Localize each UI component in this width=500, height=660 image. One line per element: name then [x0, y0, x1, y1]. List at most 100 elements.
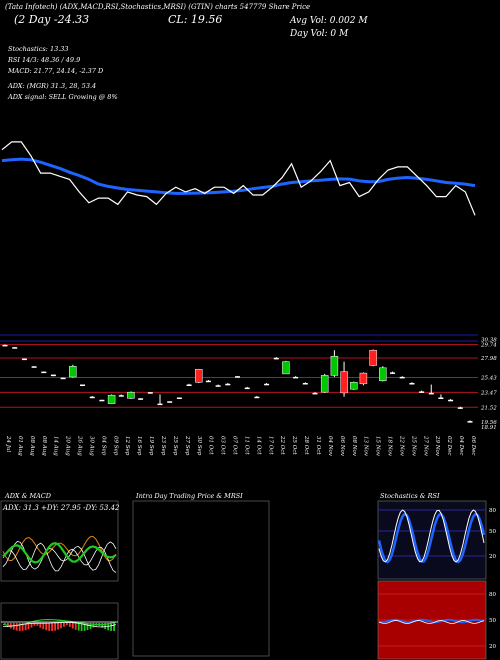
macd-histogram-bar — [77, 623, 80, 631]
candle-body — [244, 387, 250, 390]
plus-di-line — [2, 540, 117, 571]
candle-body — [176, 397, 182, 399]
x-tick-label: 30 Sep — [196, 436, 202, 456]
macd-signal-line — [3, 621, 117, 628]
x-tick-label: 26 Aug — [77, 435, 83, 456]
candle-body — [195, 369, 203, 383]
price-ma-chart — [1, 141, 476, 216]
moving-average-line — [1, 157, 476, 195]
candle-body — [254, 396, 260, 399]
macd-histogram-bar — [71, 623, 74, 629]
macd-histogram-bar — [39, 623, 42, 628]
candle-body — [359, 372, 368, 385]
macd-histogram-bar — [18, 623, 21, 631]
macd-histogram-bar — [36, 623, 39, 626]
candle-body — [205, 380, 211, 383]
candle-body — [235, 376, 240, 378]
x-tick-label: 02 Dec — [446, 436, 452, 456]
candle-body — [99, 399, 105, 402]
x-tick-label: 20 Aug — [65, 435, 71, 456]
x-tick-label: 23 Sep — [160, 435, 166, 456]
x-tick-label: 17 Oct — [267, 436, 273, 455]
stoch-axis-label: 80 — [489, 508, 496, 514]
candle-body — [50, 374, 56, 377]
y-tick-label: 30.38 — [481, 338, 497, 344]
candle-body — [138, 398, 144, 400]
x-tick-label: 15 Nov — [375, 436, 381, 457]
macd-histogram-bar — [92, 623, 95, 628]
rsi-axis-label: 80 — [489, 592, 496, 598]
y-tick-label: 27.98 — [480, 356, 497, 362]
y-tick-label: 23.47 — [480, 390, 497, 396]
macd-histogram-bar — [12, 623, 15, 630]
macd-histogram-bar — [54, 623, 56, 631]
candle-body — [428, 392, 434, 395]
y-tick-label: 19.56 — [481, 420, 497, 426]
x-tick-label: 22 Oct — [279, 435, 285, 455]
macd-histogram-bar — [33, 623, 36, 626]
x-tick-label: 31 Oct — [315, 436, 321, 455]
candle-body — [399, 376, 405, 379]
y-tick-label: 21.52 — [480, 405, 497, 411]
macd-histogram-bar — [24, 623, 27, 631]
macd-histogram-bar — [63, 623, 65, 627]
candle-body — [448, 399, 454, 402]
candle-body — [302, 383, 308, 385]
x-tick-label: 27 Sep — [184, 435, 190, 456]
rsi-value: RSI 14/3: 48.36 / 49.9 — [8, 56, 81, 64]
candle-body — [69, 366, 77, 378]
x-tick-label: 19 Sep — [148, 436, 154, 456]
macd-value: MACD: 21.77, 24.14, -2.37 D — [8, 67, 104, 75]
macd-panel-frame — [0, 602, 119, 660]
candle-body — [12, 347, 18, 349]
x-tick-label: 25 Sep — [172, 435, 178, 456]
price-line — [1, 141, 476, 216]
macd-histogram-bar — [48, 623, 51, 631]
x-tick-label: 29 Nov — [434, 435, 440, 457]
rsi-axis-label: 50 — [489, 618, 496, 624]
candle-body — [312, 392, 318, 395]
macd-histogram-bar — [104, 623, 107, 630]
candle-body — [293, 376, 299, 379]
x-tick-label: 01 Oct — [208, 436, 214, 455]
adx-values-text: ADX: 31.3 +DY: 27.95 -DY: 53.42 — [2, 504, 120, 512]
adx-signal: ADX signal: SELL Growing @ 8% — [8, 93, 118, 101]
candle-body — [41, 371, 47, 374]
x-tick-label: 18 Nov — [387, 436, 393, 457]
stochastics-value: Stochastics: 13.33 — [8, 45, 69, 53]
candle-body — [369, 349, 377, 366]
macd-histogram-bar — [45, 623, 48, 631]
candle-body — [467, 421, 473, 423]
x-tick-label: 24 Jul — [5, 435, 11, 452]
x-tick-label: 11 Oct — [244, 436, 250, 455]
candle-body — [273, 357, 279, 360]
rsi-avg-line — [378, 618, 485, 624]
macd-histogram-bar — [15, 623, 18, 631]
macd-histogram-bar — [68, 623, 71, 627]
macd-histogram-bar — [80, 623, 83, 631]
rsi-axis-label: 20 — [489, 644, 496, 650]
y-tick-label: 29.74 — [480, 343, 497, 349]
macd-histogram-bar — [110, 623, 112, 631]
x-tick-label: 13 Nov — [363, 436, 369, 457]
intraday-panel-frame — [132, 500, 270, 657]
candle-body — [390, 372, 395, 374]
intraday-title: Intra Day Trading Price & MRSI — [136, 492, 243, 500]
macd-histogram-bar — [51, 623, 53, 631]
candle-body — [157, 403, 163, 406]
candle-body — [21, 358, 27, 361]
macd-histogram-bar — [113, 623, 115, 631]
macd-histogram-bar — [101, 623, 104, 628]
rsi-line — [378, 620, 485, 624]
indicator-info: Stochastics: 13.33 RSI 14/3: 48.36 / 49.… — [8, 44, 118, 103]
candle-body — [225, 383, 231, 386]
x-tick-label: 25 Oct — [291, 435, 297, 455]
x-tick-label: 25 Nov — [410, 435, 416, 457]
macd-histogram-bar — [86, 623, 89, 631]
candle-body — [438, 397, 444, 399]
candle-body — [118, 395, 124, 397]
x-tick-label: 08 Aug — [29, 436, 35, 456]
stoch-axis-label: 50 — [489, 529, 496, 535]
adx-panel-frame — [0, 500, 119, 582]
